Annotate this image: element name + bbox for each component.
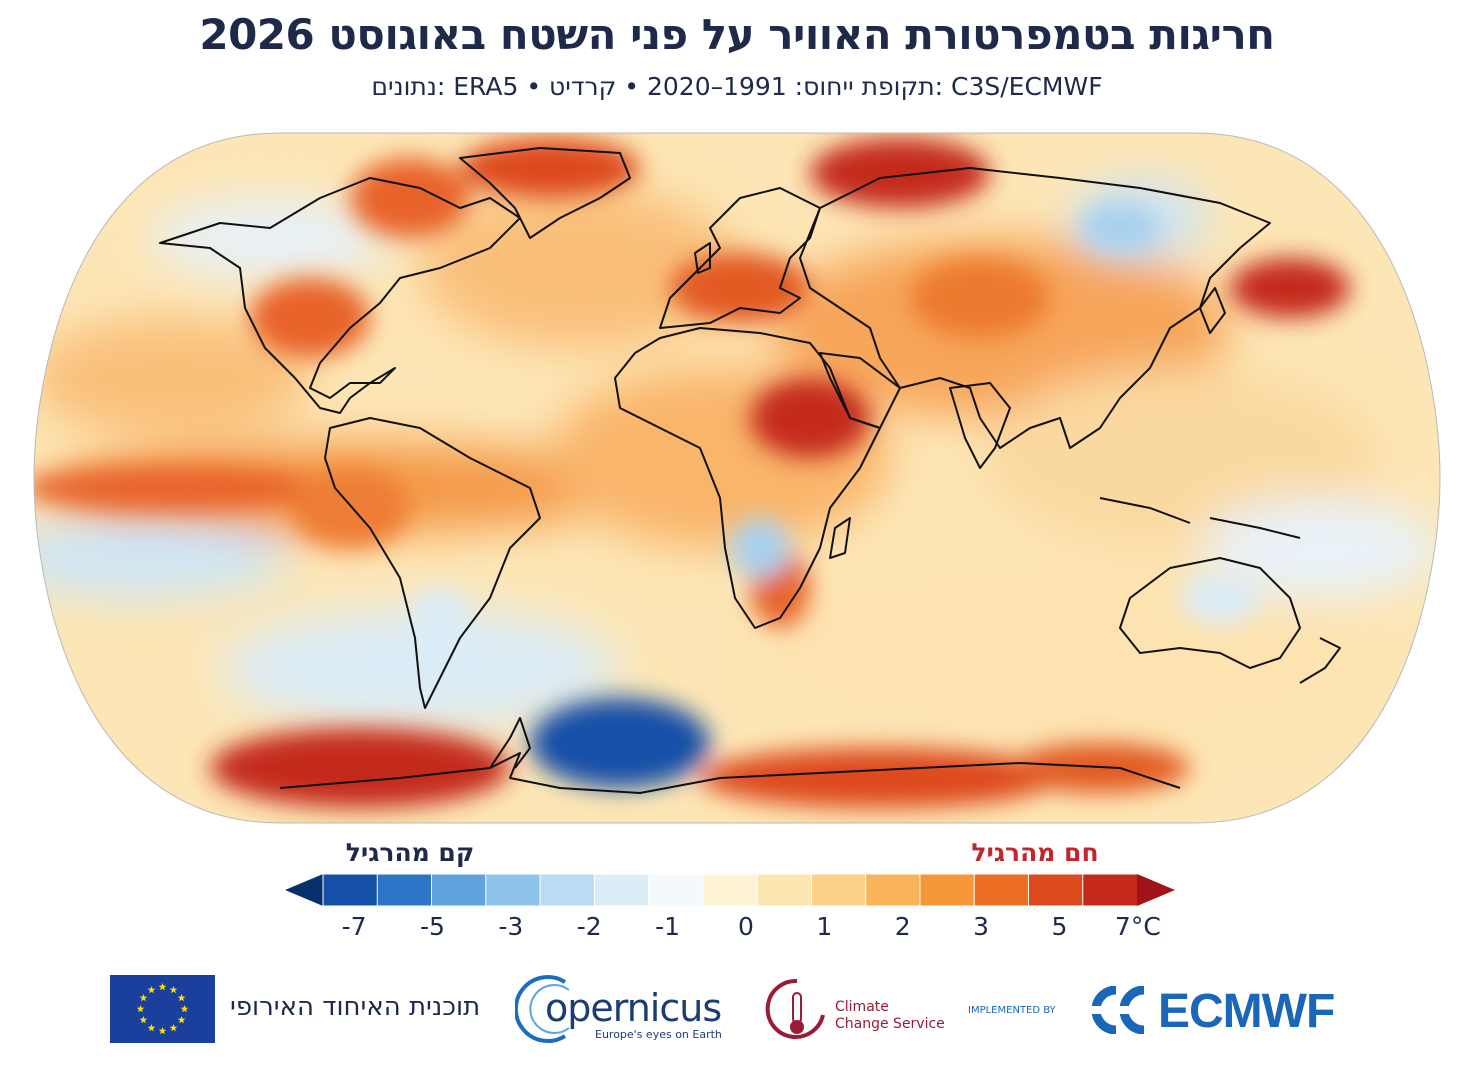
- colorbar-tick-label: -7: [341, 912, 367, 941]
- colorbar-cell: [1027, 873, 1084, 907]
- c3s-line-1: Climate: [835, 999, 889, 1015]
- warmer-than-usual-label: חם מהרגיל: [971, 838, 1099, 867]
- ecmwf-logo: IMPLEMENTED BY ECMWF: [968, 980, 1368, 1040]
- eu-star-icon: [147, 1024, 156, 1032]
- colorbar-tick-label: 1: [816, 912, 833, 941]
- c3s-logo: Climate Change Service: [765, 975, 955, 1045]
- c3s-line-2: Change Service: [835, 1016, 945, 1032]
- ecmwf-wordmark: ECMWF: [1158, 985, 1335, 1038]
- colorbar-tick-label: -1: [655, 912, 681, 941]
- copernicus-logo: opernicus Europe's eyes on Earth: [515, 970, 722, 1048]
- colorbar-tick-label: -3: [498, 912, 524, 941]
- colorbar-cell: [376, 873, 433, 907]
- colorbar-cell: [865, 873, 921, 907]
- eu-star-icon: [169, 985, 178, 994]
- copernicus-tagline: Europe's eyes on Earth: [595, 1028, 722, 1041]
- anomaly-map: [20, 128, 1454, 828]
- eu-star-icon: [139, 1016, 148, 1024]
- colorbar-cell: [322, 873, 379, 907]
- logo-footer: תוכנית האיחוד האירופי opernicus Europe's…: [0, 970, 1474, 1050]
- eu-star-icon: [177, 1016, 186, 1024]
- eu-star-icon: [180, 1005, 189, 1013]
- colorbar-cell: [756, 873, 813, 907]
- colorbar-tick-label: 7°C: [1114, 912, 1161, 941]
- eu-star-icon: [136, 1005, 145, 1013]
- implemented-by-text: IMPLEMENTED BY: [968, 1005, 1056, 1016]
- eu-star-icon: [177, 994, 186, 1002]
- colorbar-arrow-cold: [285, 874, 323, 906]
- colorbar-cell: [648, 873, 704, 907]
- map-subtitle: נתונים: ERA5 • תקופת ייחוס: 1991–2020 • …: [371, 72, 1103, 101]
- thermometer-icon: [765, 978, 825, 1039]
- map-title: חריגות בטמפרטורת האוויר על פני השטח באוג…: [199, 10, 1275, 59]
- colorbar-tick-label: -5: [420, 912, 445, 941]
- eu-star-icon: [158, 983, 167, 991]
- colorbar-cell: [810, 873, 867, 907]
- eu-star-icon: [139, 994, 148, 1002]
- colorbar-cell: [431, 873, 487, 907]
- colorbar-cell: [539, 873, 596, 907]
- copernicus-wordmark: opernicus: [545, 986, 722, 1030]
- eu-star-icon: [158, 1027, 167, 1035]
- colorbar-tick-label: 0: [738, 912, 754, 941]
- colorbar-cell: [1082, 873, 1139, 907]
- colorbar-cell: [919, 873, 976, 907]
- colorbar-cell: [973, 873, 1030, 907]
- copernicus-c-icon: [515, 975, 570, 1043]
- eu-star-icon: [147, 985, 156, 994]
- colorbar-arrow-warm: [1137, 874, 1175, 906]
- eu-programme-text: תוכנית האיחוד האירופי: [230, 992, 481, 1022]
- eu-flag-icon: [110, 975, 215, 1043]
- colorbar-tick-label: 5: [1051, 912, 1068, 941]
- colorbar: [285, 873, 1175, 907]
- colorbar-cell: [593, 873, 650, 907]
- colorbar-cell: [702, 873, 759, 907]
- colorbar-tick-label: 2: [894, 912, 911, 941]
- eu-star-icon: [169, 1024, 178, 1032]
- colorbar-cell: [485, 873, 542, 907]
- ecmwf-mark-icon: [1088, 986, 1154, 1034]
- colder-than-usual-label: קם מהרגיל: [345, 838, 475, 867]
- colorbar-tick-label: 3: [973, 912, 990, 941]
- colorbar-tick-label: -2: [576, 912, 602, 941]
